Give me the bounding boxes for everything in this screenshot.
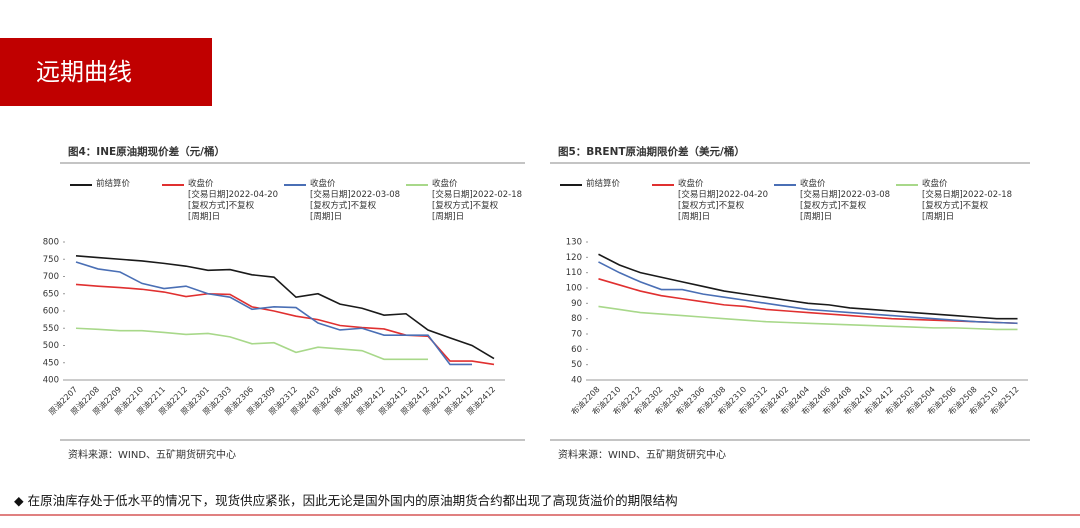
chart-title: 图4：INE原油期现价差（元/桶） [68,145,225,158]
y-tick-label: 110 [566,268,582,278]
y-tick-label: 80 [571,314,582,324]
y-tick-label: 600 [43,307,59,317]
y-tick-label: 450 [43,358,59,368]
y-tick-label: 500 [43,341,59,351]
source: 资料来源：WIND、五矿期货研究中心 [68,448,236,461]
legend-label: 收盘价 [交易日期]2022-04-20 [复权方式]不复权 [周期]日 [678,179,769,222]
y-tick-label: 650 [43,289,59,299]
header-title: 远期曲线 [0,38,212,106]
legend-label: 收盘价 [交易日期]2022-02-18 [复权方式]不复权 [周期]日 [922,179,1013,222]
y-tick-label: 700 [43,272,59,282]
legend-label: 收盘价 [交易日期]2022-02-18 [复权方式]不复权 [周期]日 [432,179,523,222]
series-line [598,278,1018,325]
y-tick-label: 50 [571,360,582,370]
footer-text: ◆ 在原油库存处于低水平的情况下，现货供应紧张，因此无论是国外国内的原油期货合约… [14,493,678,508]
series-line [75,327,428,361]
y-tick-label: 550 [43,324,59,334]
y-tick-label: 750 [43,255,59,265]
series-line [75,261,472,366]
legend-label: 收盘价 [交易日期]2022-04-20 [复权方式]不复权 [周期]日 [188,179,279,222]
y-tick-label: 90 [571,299,582,309]
series-line [598,261,1018,325]
legend-label: 前结算价 [586,179,621,189]
series-line [598,305,1018,331]
legend-label: 收盘价 [交易日期]2022-03-08 [复权方式]不复权 [周期]日 [310,179,401,222]
y-tick-label: 100 [566,284,582,294]
y-tick-label: 130 [566,238,582,248]
legend-label: 收盘价 [交易日期]2022-03-08 [复权方式]不复权 [周期]日 [800,179,891,222]
y-tick-label: 800 [43,238,59,248]
series-line [75,255,495,360]
y-tick-label: 120 [566,253,582,263]
y-tick-label: 40 [571,376,582,386]
legend-label: 前结算价 [96,179,131,189]
chart-title: 图5：BRENT原油期限价差（美元/桶） [558,145,745,158]
y-tick-label: 400 [43,376,59,386]
series-line [598,253,1018,320]
y-tick-label: 70 [571,330,582,340]
source: 资料来源：WIND、五矿期货研究中心 [558,448,726,461]
y-tick-label: 60 [571,345,582,355]
series-line [75,283,495,366]
